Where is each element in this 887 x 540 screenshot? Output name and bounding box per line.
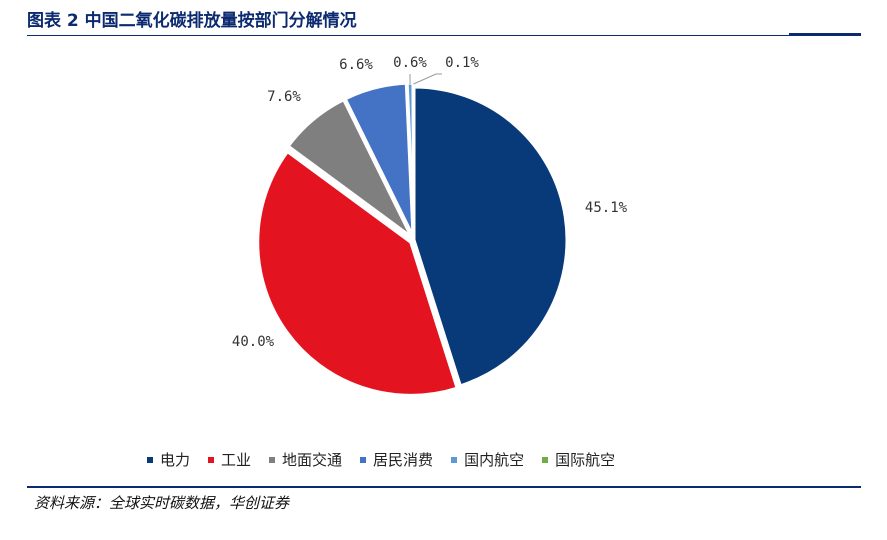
legend-swatch-3 xyxy=(269,456,276,463)
legend-item-4: 居民消费 xyxy=(360,449,433,470)
legend-label-4: 居民消费 xyxy=(373,451,434,469)
pie-slice-1 xyxy=(412,85,569,388)
legend-label-2: 工业 xyxy=(221,451,252,469)
leader-line-6 xyxy=(413,73,442,85)
legend-item-3: 地面交通 xyxy=(269,449,342,470)
figure-title: 图表 2 中国二氧化碳排放量按部门分解情况 xyxy=(27,11,357,31)
legend-label-6: 国际航空 xyxy=(555,451,616,469)
pie-slice-2 xyxy=(256,149,459,397)
title-divider-accent xyxy=(789,33,861,35)
data-label-2: 40.0% xyxy=(232,334,275,350)
legend-item-5: 国内航空 xyxy=(451,449,524,470)
data-label-3: 7.6% xyxy=(267,89,301,105)
pie-slices xyxy=(256,81,569,397)
legend-swatch-4 xyxy=(360,456,367,463)
title-divider xyxy=(27,35,861,36)
leader-lines xyxy=(409,73,442,85)
pie-slice-6 xyxy=(411,81,416,237)
legend-swatch-2 xyxy=(208,456,215,463)
legend-swatch-1 xyxy=(147,456,153,463)
legend-label-3: 地面交通 xyxy=(282,451,343,469)
source-divider xyxy=(27,486,861,488)
data-label-5: 0.6% xyxy=(393,55,427,71)
legend-item-6: 国际航空 xyxy=(542,449,615,470)
data-label-6: 0.1% xyxy=(445,55,479,71)
legend-item-1: 电力 xyxy=(147,449,190,470)
legend-label-1: 电力 xyxy=(160,451,191,469)
legend-item-2: 工业 xyxy=(208,449,251,470)
source-note: 资料来源：全球实时碳数据，华创证券 xyxy=(34,494,290,512)
pie-slice-3 xyxy=(286,97,413,239)
data-labels: 45.1% 40.0% 7.6% 6.6% 0.6% 0.1% xyxy=(232,55,628,350)
data-label-4: 6.6% xyxy=(339,57,373,73)
data-label-1: 45.1% xyxy=(585,200,628,216)
pie-chart: 45.1% 40.0% 7.6% 6.6% 0.6% 0.1% xyxy=(232,55,628,397)
legend-swatch-5 xyxy=(451,456,458,463)
chart-legend: 电力 工业 地面交通 居民消费 国内航空 国际航空 xyxy=(147,449,633,470)
legend-swatch-6 xyxy=(542,456,549,463)
legend-label-5: 国内航空 xyxy=(464,451,525,469)
